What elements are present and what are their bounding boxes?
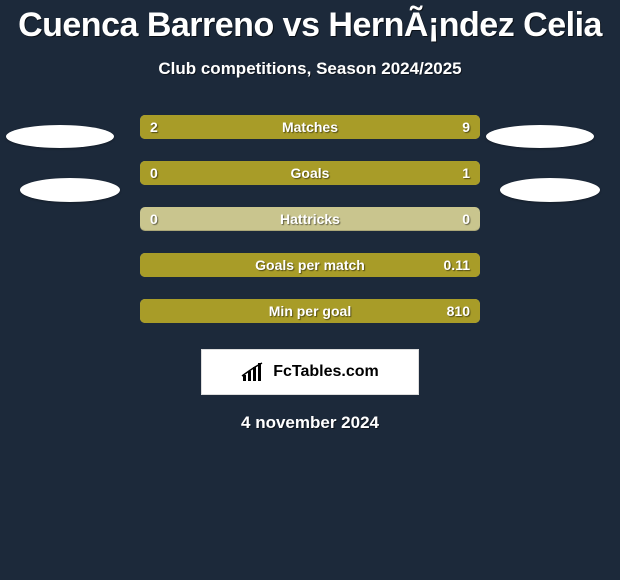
brand-box[interactable]: FcTables.com (201, 349, 419, 395)
stat-row: 0 0Hattricks (140, 207, 480, 231)
value-player2: 0.11 (444, 253, 470, 277)
comparison-chart: Cuenca Barreno vs HernÃ¡ndez Celia Club … (0, 0, 620, 580)
stat-row: 0.11Goals per match (140, 253, 480, 277)
page-subtitle: Club competitions, Season 2024/2025 (0, 59, 620, 79)
brand-bars-icon (241, 361, 267, 383)
fill-player2 (201, 115, 480, 139)
value-player2: 0 (462, 207, 470, 231)
value-player2: 1 (462, 161, 470, 185)
fill-player2 (140, 253, 480, 277)
value-player2: 810 (447, 299, 470, 323)
stat-label: Hattricks (140, 207, 480, 231)
player1-ellipse-top (6, 125, 114, 148)
stat-row: 29Matches (140, 115, 480, 139)
player2-ellipse-top (486, 125, 594, 148)
page-title: Cuenca Barreno vs HernÃ¡ndez Celia (0, 0, 620, 45)
fill-player2 (140, 299, 480, 323)
value-player1: 0 (150, 207, 158, 231)
value-player2: 9 (462, 115, 470, 139)
date-line: 4 november 2024 (0, 413, 620, 433)
player2-ellipse-bottom (500, 178, 600, 202)
player1-ellipse-bottom (20, 178, 120, 202)
brand-text: FcTables.com (273, 363, 379, 381)
stat-row: 01Goals (140, 161, 480, 185)
stat-row: 810Min per goal (140, 299, 480, 323)
fill-player2 (140, 161, 480, 185)
stat-rows: 29Matches01Goals00Hattricks0.11Goals per… (140, 115, 480, 323)
value-player1: 0 (150, 161, 158, 185)
value-player1: 2 (150, 115, 158, 139)
